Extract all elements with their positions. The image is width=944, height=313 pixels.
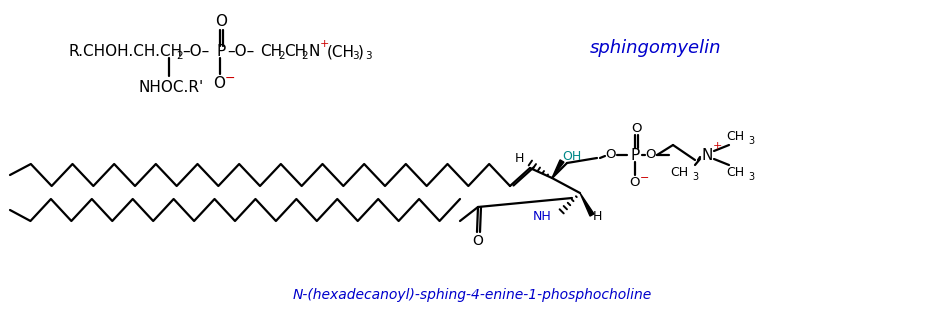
Text: 2: 2 <box>301 51 308 61</box>
Polygon shape <box>580 193 594 216</box>
Text: O: O <box>605 148 615 162</box>
Text: (CH: (CH <box>327 44 355 59</box>
Text: N: N <box>308 44 319 59</box>
Text: CH: CH <box>725 167 743 179</box>
Text: CH: CH <box>725 131 743 143</box>
Text: H: H <box>592 211 601 223</box>
Text: –O–: –O– <box>182 44 209 59</box>
Text: R.CHOH.CH.CH: R.CHOH.CH.CH <box>68 44 182 59</box>
Text: CH: CH <box>284 44 306 59</box>
Text: O: O <box>630 121 641 135</box>
Text: −: − <box>225 71 235 85</box>
Text: O: O <box>212 76 225 91</box>
Text: –O–: –O– <box>227 44 254 59</box>
Text: OH: OH <box>562 150 581 162</box>
Text: 2: 2 <box>278 51 284 61</box>
Text: −: − <box>640 173 649 183</box>
Text: O: O <box>215 14 227 29</box>
Text: CH: CH <box>669 167 687 179</box>
Text: +: + <box>320 39 329 49</box>
Text: 3: 3 <box>691 172 698 182</box>
Text: 2: 2 <box>176 51 182 61</box>
Text: N-(hexadecanoyl)-sphing-4-enine-1-phosphocholine: N-(hexadecanoyl)-sphing-4-enine-1-phosph… <box>292 288 651 302</box>
Text: O: O <box>629 177 640 189</box>
Text: O: O <box>645 148 655 162</box>
Text: N: N <box>700 147 712 162</box>
Text: 3: 3 <box>747 136 753 146</box>
Text: ): ) <box>358 44 363 59</box>
Text: P: P <box>630 147 639 162</box>
Text: P: P <box>216 44 225 59</box>
Text: 3: 3 <box>364 51 371 61</box>
Text: 3: 3 <box>351 51 358 61</box>
Text: CH: CH <box>260 44 282 59</box>
Text: O: O <box>472 234 483 248</box>
Text: NH: NH <box>532 211 550 223</box>
Text: H: H <box>514 151 523 165</box>
Polygon shape <box>551 160 564 178</box>
Text: +: + <box>712 141 721 151</box>
Text: 3: 3 <box>747 172 753 182</box>
Text: NHOC.R': NHOC.R' <box>138 80 203 95</box>
Text: sphingomyelin: sphingomyelin <box>589 39 720 57</box>
